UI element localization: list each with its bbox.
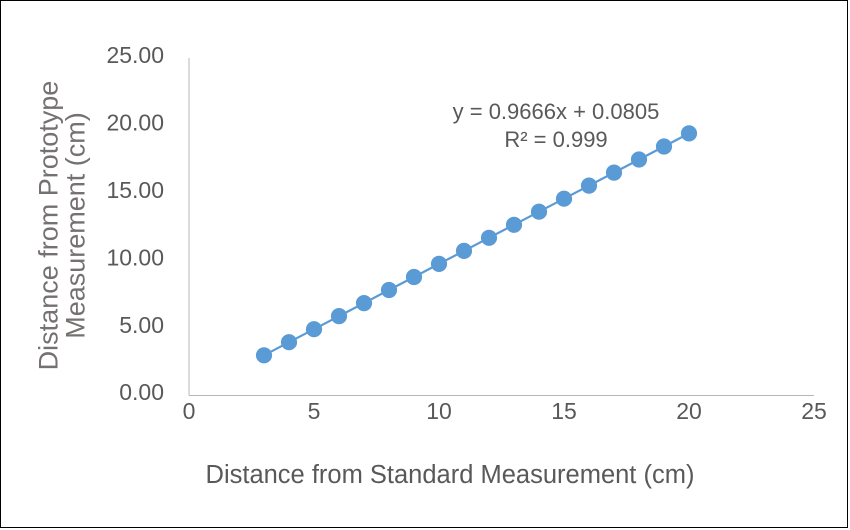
svg-text:0: 0: [183, 398, 196, 424]
svg-text:15: 15: [551, 398, 577, 424]
svg-text:5: 5: [308, 398, 321, 424]
svg-text:R² = 0.999: R² = 0.999: [504, 127, 607, 152]
svg-text:0.00: 0.00: [119, 379, 164, 405]
svg-text:15.00: 15.00: [106, 177, 164, 203]
svg-text:20: 20: [676, 398, 702, 424]
svg-text:20.00: 20.00: [106, 110, 164, 136]
svg-text:25.00: 25.00: [106, 42, 164, 68]
svg-text:25: 25: [801, 398, 827, 424]
svg-text:10.00: 10.00: [106, 245, 164, 271]
svg-text:y = 0.9666x + 0.0805: y = 0.9666x + 0.0805: [453, 99, 660, 124]
svg-text:10: 10: [426, 398, 452, 424]
svg-text:5.00: 5.00: [119, 312, 164, 338]
svg-text:Distance from Standard Measure: Distance from Standard Measurement (cm): [206, 461, 695, 489]
